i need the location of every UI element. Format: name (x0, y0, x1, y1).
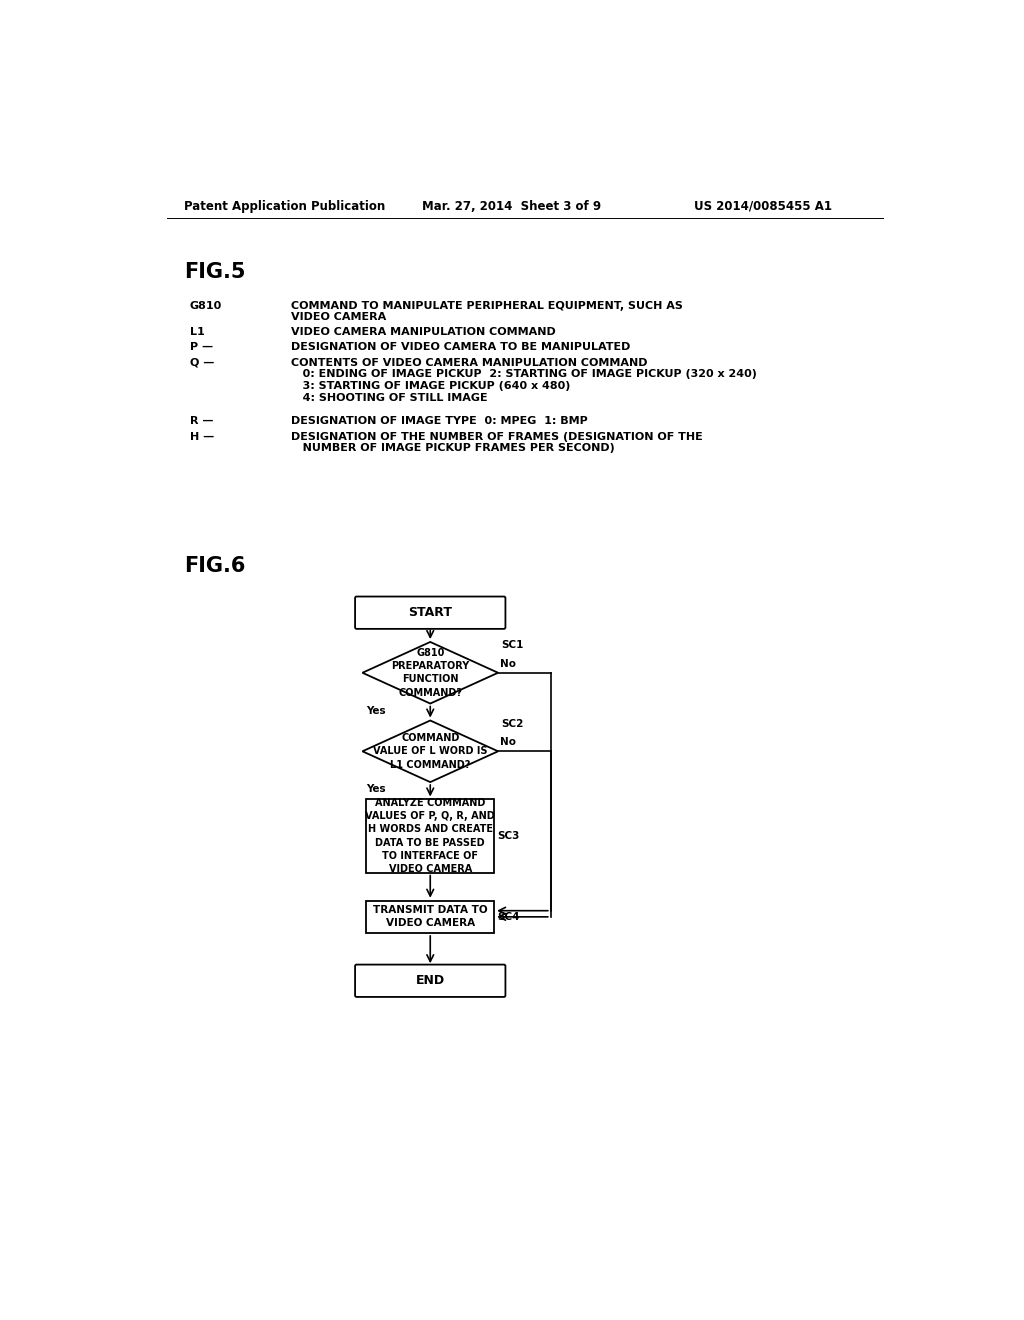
Text: Patent Application Publication: Patent Application Publication (183, 199, 385, 213)
Text: COMMAND
VALUE OF L WORD IS
L1 COMMAND?: COMMAND VALUE OF L WORD IS L1 COMMAND? (373, 733, 487, 770)
Text: START: START (409, 606, 453, 619)
Text: FIG.6: FIG.6 (183, 557, 245, 577)
Text: SC4: SC4 (498, 912, 520, 921)
Text: H —: H — (190, 432, 214, 442)
Polygon shape (362, 721, 498, 781)
Text: L1: L1 (190, 327, 205, 337)
Text: G810: G810 (190, 301, 222, 310)
Text: No: No (500, 738, 516, 747)
Text: Yes: Yes (367, 706, 386, 715)
FancyBboxPatch shape (355, 965, 506, 997)
Bar (367, 800, 495, 873)
Text: SC2: SC2 (501, 719, 523, 729)
Text: G810
PREPARATORY
FUNCTION
COMMAND?: G810 PREPARATORY FUNCTION COMMAND? (391, 648, 469, 697)
Text: DESIGNATION OF IMAGE TYPE  0: MPEG  1: BMP: DESIGNATION OF IMAGE TYPE 0: MPEG 1: BMP (291, 416, 588, 426)
Text: US 2014/0085455 A1: US 2014/0085455 A1 (693, 199, 831, 213)
Text: SC1: SC1 (501, 640, 523, 651)
Text: END: END (416, 974, 444, 987)
Text: No: No (500, 659, 516, 669)
Text: P —: P — (190, 342, 213, 352)
Text: R —: R — (190, 416, 213, 426)
Text: ANALYZE COMMAND
VALUES OF P, Q, R, AND
H WORDS AND CREATE
DATA TO BE PASSED
TO I: ANALYZE COMMAND VALUES OF P, Q, R, AND H… (366, 799, 496, 874)
Text: Yes: Yes (367, 784, 386, 795)
Text: Mar. 27, 2014  Sheet 3 of 9: Mar. 27, 2014 Sheet 3 of 9 (423, 199, 602, 213)
Text: SC3: SC3 (498, 832, 519, 841)
Text: DESIGNATION OF THE NUMBER OF FRAMES (DESIGNATION OF THE
   NUMBER OF IMAGE PICKU: DESIGNATION OF THE NUMBER OF FRAMES (DES… (291, 432, 702, 453)
Text: CONTENTS OF VIDEO CAMERA MANIPULATION COMMAND
   0: ENDING OF IMAGE PICKUP  2: S: CONTENTS OF VIDEO CAMERA MANIPULATION CO… (291, 358, 757, 403)
Text: Q —: Q — (190, 358, 214, 368)
Bar (367, 900, 495, 933)
Text: DESIGNATION OF VIDEO CAMERA TO BE MANIPULATED: DESIGNATION OF VIDEO CAMERA TO BE MANIPU… (291, 342, 630, 352)
Text: COMMAND TO MANIPULATE PERIPHERAL EQUIPMENT, SUCH AS
VIDEO CAMERA: COMMAND TO MANIPULATE PERIPHERAL EQUIPME… (291, 301, 683, 322)
Text: FIG.5: FIG.5 (183, 263, 246, 282)
FancyBboxPatch shape (355, 597, 506, 628)
Text: TRANSMIT DATA TO
VIDEO CAMERA: TRANSMIT DATA TO VIDEO CAMERA (373, 906, 487, 928)
Text: VIDEO CAMERA MANIPULATION COMMAND: VIDEO CAMERA MANIPULATION COMMAND (291, 327, 555, 337)
Polygon shape (362, 642, 498, 704)
